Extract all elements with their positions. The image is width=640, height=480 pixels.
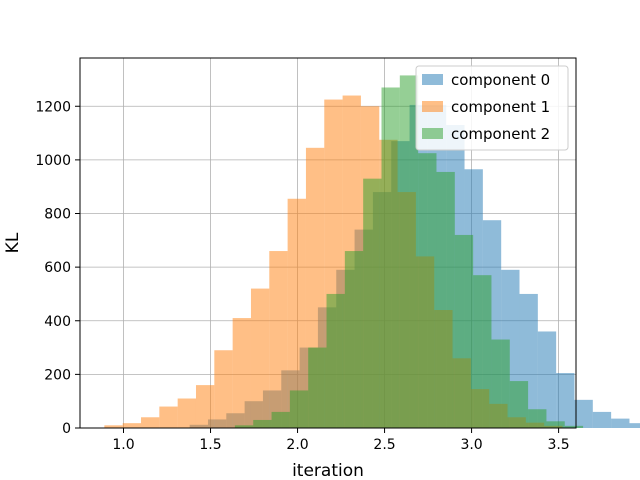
y-tick-label: 400 <box>44 314 71 330</box>
histogram-bar <box>214 350 233 428</box>
legend-swatch <box>422 74 443 85</box>
histogram-bar <box>537 331 557 428</box>
histogram-bar <box>159 406 178 428</box>
histogram-bar <box>556 373 575 428</box>
y-tick-label: 1200 <box>35 99 71 115</box>
histogram-bar <box>363 178 382 428</box>
legend-label: component 2 <box>451 125 550 143</box>
histogram-bar <box>141 417 160 428</box>
axis-ticks: 1.0 1.5 2.0 2.5 3.0 3.5 0 200 400 600 800 1000 1200 <box>35 99 569 453</box>
histogram-bar <box>574 399 593 428</box>
x-tick-label: 1.0 <box>112 437 134 453</box>
x-axis-label: iteration <box>292 461 364 480</box>
x-tick-label: 3.0 <box>460 437 482 453</box>
y-tick-label: 200 <box>44 367 71 383</box>
legend-label: component 0 <box>451 71 550 89</box>
y-tick-label: 800 <box>44 207 71 223</box>
y-tick-label: 0 <box>62 421 71 437</box>
histogram-bar <box>250 288 270 428</box>
histogram-bar <box>344 251 364 428</box>
y-tick-label: 1000 <box>35 153 71 169</box>
histogram-bar <box>287 198 306 428</box>
histogram-bar <box>308 347 327 428</box>
plot-frame <box>79 57 577 429</box>
y-tick-label: 600 <box>44 260 71 276</box>
histogram-bar <box>629 423 640 428</box>
legend-box <box>415 65 569 151</box>
legend-swatch <box>422 101 443 112</box>
y-axis-label: KL <box>3 232 23 253</box>
histogram-bar <box>177 398 196 428</box>
histogram-bar <box>122 423 142 428</box>
histogram-bar <box>381 87 400 429</box>
legend-swatch <box>422 128 443 139</box>
histogram-bar <box>326 293 345 428</box>
histogram-bar <box>234 425 254 428</box>
histogram-bar <box>454 234 474 428</box>
histogram-bar <box>232 318 251 428</box>
histogram-bar <box>271 411 290 428</box>
histogram-bar <box>546 421 565 428</box>
histogram-bar <box>436 171 455 428</box>
x-tick-label: 2.0 <box>286 437 308 453</box>
histogram-bar <box>289 390 309 428</box>
legend-label: component 1 <box>451 98 550 116</box>
series-2-bars <box>234 75 584 429</box>
histogram-bars <box>104 75 640 429</box>
histogram-bar <box>592 411 612 428</box>
histogram-bar <box>269 251 288 428</box>
x-tick-label: 2.5 <box>373 437 395 453</box>
histogram-bar <box>564 425 584 428</box>
histogram-bar <box>104 425 123 428</box>
legend: component 0 component 1 component 2 <box>415 65 569 151</box>
histogram-bar <box>253 419 272 428</box>
x-tick-label: 1.5 <box>199 437 221 453</box>
histogram-bar <box>195 385 215 428</box>
histogram-bar <box>473 275 492 428</box>
x-tick-label: 3.5 <box>547 437 569 453</box>
histogram-bar <box>509 381 529 428</box>
histogram-bar <box>528 409 547 428</box>
histogram-bar <box>418 153 437 428</box>
histogram-bar <box>611 418 630 428</box>
histogram-bar <box>491 339 510 428</box>
histogram-bar <box>399 75 419 428</box>
